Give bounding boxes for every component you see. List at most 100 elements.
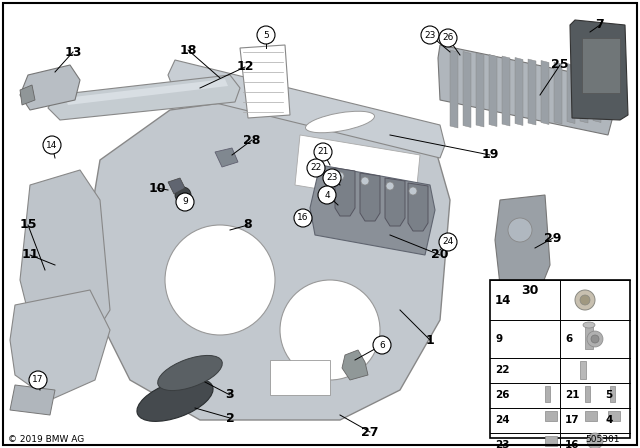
Text: 20: 20 [431,249,449,262]
Circle shape [314,143,332,161]
Text: 9: 9 [182,198,188,207]
Text: 27: 27 [361,426,379,439]
Polygon shape [342,350,368,380]
Circle shape [294,209,312,227]
Polygon shape [570,20,628,120]
Bar [585,325,593,349]
Text: 13: 13 [64,46,82,59]
Text: 14: 14 [46,141,58,150]
Polygon shape [502,56,510,126]
Polygon shape [295,135,420,205]
Ellipse shape [305,111,374,133]
Circle shape [29,371,47,389]
Circle shape [409,187,417,195]
Text: 505301: 505301 [586,435,620,444]
Polygon shape [507,282,525,343]
Polygon shape [495,195,550,290]
Circle shape [587,331,603,347]
Text: 14: 14 [495,293,511,306]
Polygon shape [20,65,80,110]
Text: 5: 5 [263,30,269,39]
Circle shape [439,233,457,251]
Text: 1: 1 [426,333,435,346]
Circle shape [361,177,369,185]
Text: 4: 4 [324,190,330,199]
Text: 23: 23 [424,30,436,39]
Polygon shape [515,57,523,125]
Text: 17: 17 [565,415,580,425]
Circle shape [280,280,380,380]
Circle shape [176,193,194,211]
Bar [270,360,330,395]
Polygon shape [145,130,270,330]
Text: 8: 8 [244,219,252,232]
Circle shape [175,187,191,203]
Text: © 2019 BMW AG: © 2019 BMW AG [8,435,84,444]
Text: 10: 10 [148,181,166,194]
Polygon shape [65,79,228,105]
Circle shape [386,182,394,190]
Text: 22: 22 [310,164,322,172]
Bar [490,280,630,438]
Polygon shape [541,60,549,125]
Text: 25: 25 [551,59,569,72]
Circle shape [318,186,336,204]
Polygon shape [554,62,562,124]
Text: 24: 24 [442,237,454,246]
Polygon shape [580,65,588,123]
Text: 18: 18 [179,43,196,56]
Polygon shape [215,148,238,167]
Text: 24: 24 [495,415,509,425]
Circle shape [373,336,391,354]
Bar [608,411,620,421]
Text: 26: 26 [495,390,509,400]
Text: 7: 7 [596,18,604,31]
Text: 16: 16 [565,440,579,448]
Text: 30: 30 [522,284,539,297]
Bar [545,411,557,421]
Circle shape [580,295,590,305]
Text: 4: 4 [605,415,612,425]
Ellipse shape [157,355,222,391]
Circle shape [43,136,61,154]
Circle shape [336,172,344,180]
Bar [582,38,620,93]
Text: 21: 21 [565,390,579,400]
Text: 3: 3 [226,388,234,401]
Text: 6: 6 [379,340,385,349]
Polygon shape [168,178,185,194]
Text: 6: 6 [565,334,572,344]
Bar [545,436,557,446]
Text: 19: 19 [481,148,499,161]
Bar [585,386,590,402]
Circle shape [575,290,595,310]
Polygon shape [593,66,601,122]
Ellipse shape [137,379,213,422]
Polygon shape [168,60,445,158]
Ellipse shape [509,282,524,288]
Text: 5: 5 [605,390,612,400]
Circle shape [591,335,599,343]
Polygon shape [20,85,35,105]
Circle shape [587,433,603,448]
Text: 16: 16 [297,214,308,223]
Text: 12: 12 [236,60,253,73]
Text: 22: 22 [495,365,509,375]
Text: 26: 26 [442,34,454,43]
Circle shape [439,29,457,47]
Text: 23: 23 [326,173,338,182]
Circle shape [323,169,341,187]
Text: 28: 28 [243,134,260,146]
Circle shape [307,159,325,177]
Bar [580,361,586,379]
Polygon shape [310,165,435,255]
Text: 11: 11 [21,249,39,262]
Polygon shape [489,55,497,126]
Polygon shape [528,59,536,125]
Circle shape [421,26,439,44]
Bar [610,386,615,402]
Ellipse shape [583,322,595,328]
Polygon shape [476,53,484,127]
Text: 9: 9 [495,334,502,344]
Polygon shape [385,178,405,226]
